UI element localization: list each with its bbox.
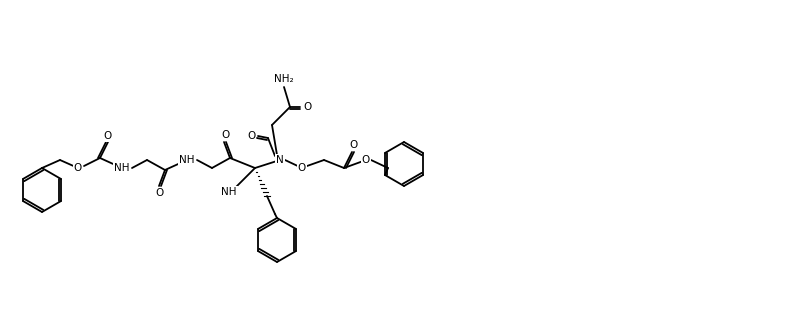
Text: O: O <box>298 163 306 173</box>
Text: O: O <box>222 130 231 140</box>
Text: O: O <box>104 131 112 141</box>
Text: NH: NH <box>179 155 195 165</box>
Text: N: N <box>276 155 284 165</box>
Text: O: O <box>362 155 370 165</box>
Text: O: O <box>303 102 311 112</box>
Text: O: O <box>74 163 82 173</box>
Text: O: O <box>350 140 358 150</box>
Text: NH: NH <box>222 187 237 197</box>
Text: O: O <box>247 131 256 141</box>
Text: NH: NH <box>114 163 130 173</box>
Text: O: O <box>155 188 163 198</box>
Text: NH₂: NH₂ <box>274 74 294 84</box>
